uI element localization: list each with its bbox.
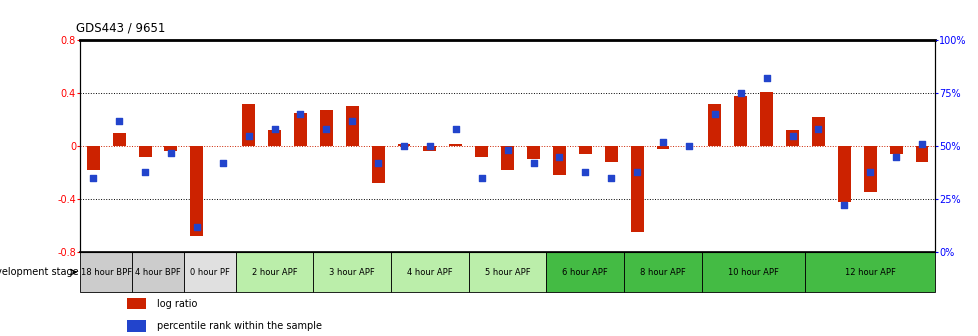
Bar bbox=[526, 146, 540, 159]
Point bbox=[887, 154, 903, 160]
Point bbox=[396, 143, 412, 149]
Bar bbox=[578, 146, 591, 154]
Bar bbox=[390, 252, 468, 292]
Bar bbox=[242, 104, 255, 146]
Bar bbox=[190, 146, 203, 236]
Bar bbox=[785, 130, 798, 146]
Bar bbox=[624, 252, 701, 292]
Point bbox=[577, 169, 593, 174]
Bar bbox=[164, 146, 177, 152]
Point bbox=[525, 160, 541, 166]
Point bbox=[602, 175, 618, 181]
Bar bbox=[553, 146, 565, 175]
Point bbox=[85, 175, 101, 181]
Point bbox=[370, 160, 385, 166]
Point bbox=[214, 160, 230, 166]
Point bbox=[318, 127, 333, 132]
Bar bbox=[293, 113, 306, 146]
Point bbox=[654, 139, 670, 144]
Text: development stage: development stage bbox=[0, 267, 79, 277]
Bar bbox=[889, 146, 902, 154]
Bar bbox=[449, 143, 462, 146]
Point bbox=[111, 118, 127, 123]
Point bbox=[913, 141, 929, 147]
Bar bbox=[734, 96, 746, 146]
Point bbox=[862, 169, 877, 174]
Bar bbox=[184, 252, 236, 292]
Bar bbox=[345, 107, 358, 146]
Point bbox=[835, 203, 851, 208]
Point bbox=[499, 148, 514, 153]
Bar bbox=[397, 143, 410, 146]
Text: 0 hour PF: 0 hour PF bbox=[190, 268, 230, 277]
Point bbox=[629, 169, 645, 174]
Text: 18 hour BPF: 18 hour BPF bbox=[80, 268, 132, 277]
Bar bbox=[501, 146, 513, 170]
Bar bbox=[805, 252, 934, 292]
Bar bbox=[139, 146, 152, 157]
Point bbox=[137, 169, 153, 174]
Text: 6 hour APF: 6 hour APF bbox=[561, 268, 607, 277]
Point bbox=[551, 154, 566, 160]
Bar bbox=[372, 146, 384, 183]
Text: 8 hour APF: 8 hour APF bbox=[640, 268, 686, 277]
Text: log ratio: log ratio bbox=[157, 299, 198, 309]
Bar bbox=[630, 146, 643, 232]
Text: 3 hour APF: 3 hour APF bbox=[329, 268, 375, 277]
Bar bbox=[127, 298, 146, 309]
Point bbox=[163, 150, 179, 155]
Bar bbox=[656, 146, 669, 149]
Bar bbox=[701, 252, 805, 292]
Bar bbox=[759, 92, 773, 146]
Bar bbox=[423, 146, 436, 152]
Point bbox=[189, 224, 204, 229]
Bar bbox=[863, 146, 875, 193]
Text: 10 hour APF: 10 hour APF bbox=[728, 268, 778, 277]
Bar bbox=[313, 252, 390, 292]
Bar bbox=[268, 130, 281, 146]
Text: percentile rank within the sample: percentile rank within the sample bbox=[157, 322, 322, 331]
Bar bbox=[112, 133, 125, 146]
Text: 4 hour BPF: 4 hour BPF bbox=[135, 268, 181, 277]
Point bbox=[292, 112, 308, 117]
Bar bbox=[474, 146, 488, 157]
Point bbox=[266, 127, 282, 132]
Bar bbox=[127, 320, 146, 332]
Point bbox=[681, 143, 696, 149]
Point bbox=[422, 143, 437, 149]
Bar bbox=[708, 104, 721, 146]
Point bbox=[706, 112, 722, 117]
Point bbox=[758, 76, 774, 81]
Text: 2 hour APF: 2 hour APF bbox=[251, 268, 297, 277]
Text: GDS443 / 9651: GDS443 / 9651 bbox=[76, 22, 165, 35]
Bar bbox=[837, 146, 850, 202]
Bar bbox=[320, 111, 333, 146]
Bar bbox=[914, 146, 927, 162]
Point bbox=[783, 133, 799, 138]
Point bbox=[473, 175, 489, 181]
Point bbox=[241, 133, 256, 138]
Bar bbox=[468, 252, 546, 292]
Bar bbox=[87, 146, 100, 170]
Bar bbox=[546, 252, 624, 292]
Bar bbox=[604, 146, 617, 162]
Bar bbox=[80, 252, 132, 292]
Point bbox=[448, 127, 464, 132]
Text: 5 hour APF: 5 hour APF bbox=[484, 268, 530, 277]
Text: 12 hour APF: 12 hour APF bbox=[844, 268, 895, 277]
Bar bbox=[811, 117, 824, 146]
Bar bbox=[132, 252, 184, 292]
Bar bbox=[236, 252, 313, 292]
Point bbox=[344, 118, 360, 123]
Text: 4 hour APF: 4 hour APF bbox=[407, 268, 452, 277]
Point bbox=[733, 91, 748, 96]
Point bbox=[810, 127, 825, 132]
